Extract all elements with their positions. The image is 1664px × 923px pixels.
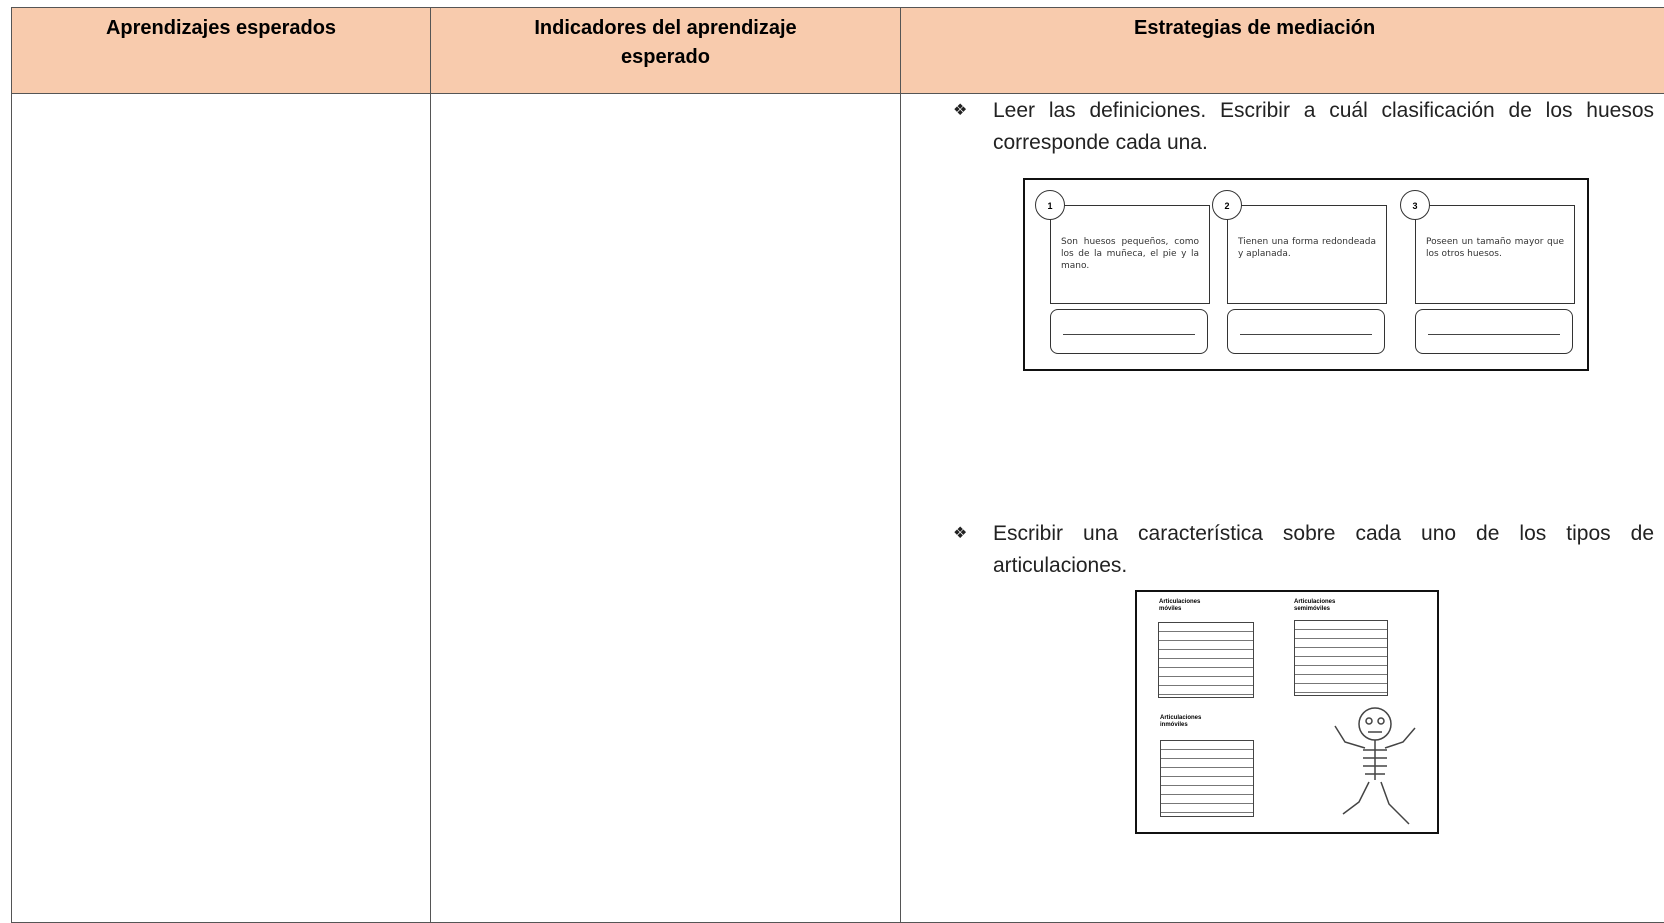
- body-cell: [11, 93, 431, 923]
- note-lines: [1158, 622, 1254, 698]
- header-cell: Indicadores del aprendizaje esperado: [430, 7, 901, 94]
- joint-label: Articulaciones semimóviles: [1294, 599, 1336, 612]
- note-lines: [1294, 620, 1388, 696]
- skeleton-drawing: [1334, 707, 1416, 825]
- note-lines: [1160, 740, 1254, 817]
- header-text: Estrategias de mediación: [1134, 17, 1376, 39]
- bullet-item: ❖ Escribir una característica sobre cada …: [953, 522, 1654, 577]
- card-note: Poseen un tamaño mayor que los otros hue…: [1415, 205, 1575, 304]
- bullet-item: ❖ Leer las definiciones. Escribir a cuál …: [953, 99, 1654, 154]
- bullet-text: Escribir una característica sobre cada u…: [993, 522, 1654, 577]
- header-cell: Aprendizajes esperados: [11, 7, 431, 94]
- figure-bone-cards: Son huesos pequeños, como los de la muñe…: [1023, 178, 1589, 371]
- card-number: 2: [1212, 190, 1242, 220]
- card-note: Tienen una forma redondeada y aplanada.: [1227, 205, 1387, 304]
- joint-label: Articulaciones inmóviles: [1160, 715, 1202, 728]
- answer-box: [1227, 309, 1385, 354]
- card-number: 1: [1035, 190, 1065, 220]
- header-text: Indicadores del aprendizaje esperado: [534, 17, 797, 68]
- figure-joints: Articulaciones móviles Articulaciones se…: [1135, 590, 1439, 834]
- card-number: 3: [1400, 190, 1430, 220]
- header-cell: Estrategias de mediación: [900, 7, 1664, 94]
- answer-box: [1050, 309, 1208, 354]
- card-note: Son huesos pequeños, como los de la muñe…: [1050, 205, 1210, 304]
- joint-label: Articulaciones móviles: [1159, 599, 1201, 612]
- body-cell: [430, 93, 901, 923]
- answer-box: [1415, 309, 1573, 354]
- bullet-text: Leer las definiciones. Escribir a cuál c…: [993, 99, 1654, 154]
- header-text: Aprendizajes esperados: [105, 17, 337, 39]
